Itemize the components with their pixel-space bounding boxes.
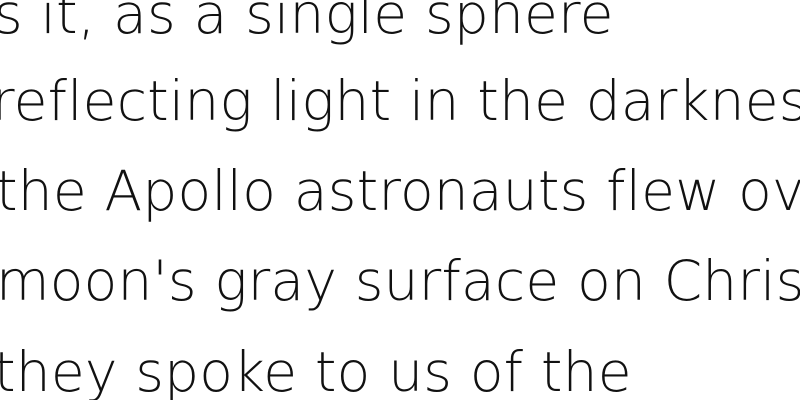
text-line-2: reflecting light in the darkness. As — [0, 69, 800, 133]
text-line-5: they spoke to us of the — [0, 340, 632, 400]
text-line-4: moon's gray surface on Christmas — [0, 249, 800, 313]
text-line-3: the Apollo astronauts flew over th — [0, 159, 800, 223]
text-line-1: s it, as a single sphere — [0, 0, 614, 46]
